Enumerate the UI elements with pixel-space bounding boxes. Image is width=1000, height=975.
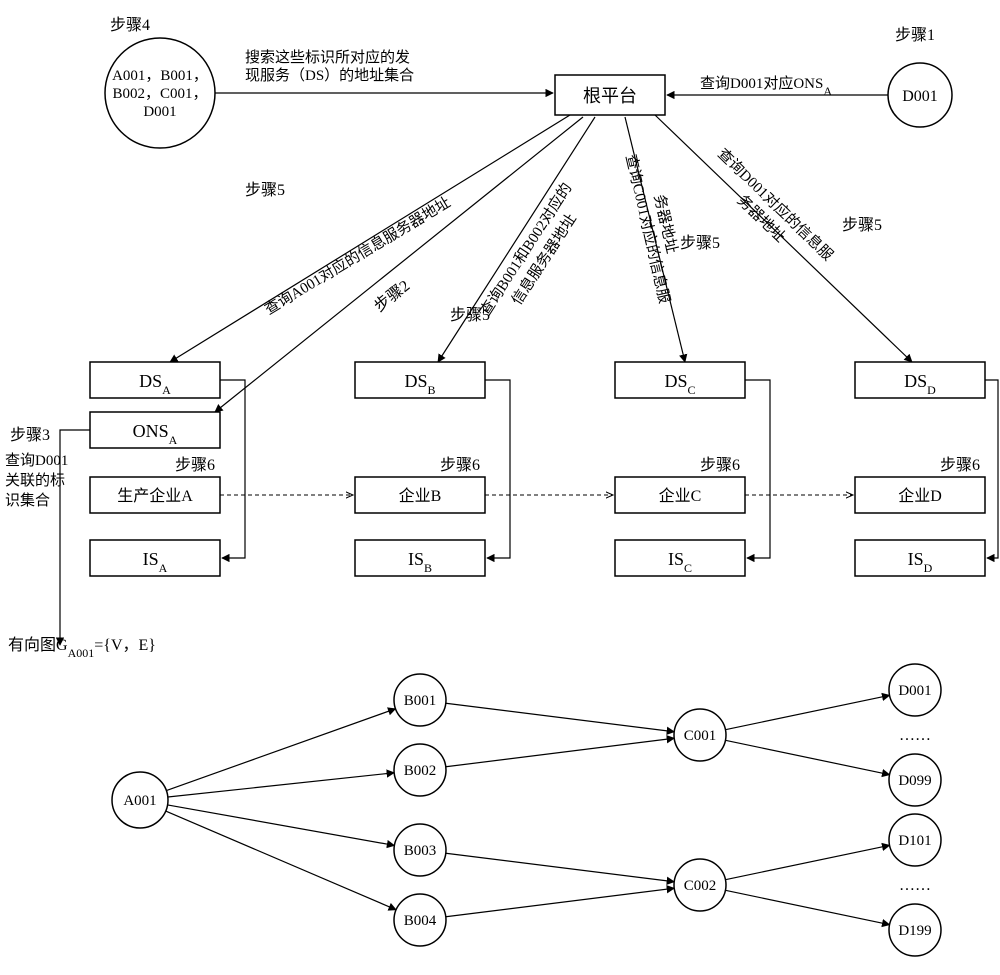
input-ids-line1: A001，B001， bbox=[112, 68, 208, 84]
step6-c: 步骤6 bbox=[700, 456, 740, 474]
step6-a: 步骤6 bbox=[175, 456, 215, 474]
ons-a: ONSA bbox=[90, 412, 220, 448]
step6-b: 步骤6 bbox=[440, 456, 480, 474]
step4-label: 步骤4 bbox=[110, 16, 150, 34]
step5-a: 步骤5 bbox=[245, 181, 285, 199]
root-platform-label: 根平台 bbox=[583, 86, 637, 106]
edge-root-dsa-text: 查询A001对应的信息服务器地址 bbox=[261, 193, 453, 318]
graph-edge-C002-D101 bbox=[725, 845, 889, 879]
step5-c: 步骤5 bbox=[680, 234, 720, 252]
graph-node-label-B003: B003 bbox=[404, 843, 437, 859]
step5-d: 步骤5 bbox=[842, 216, 882, 234]
graph-edge-A001-B002 bbox=[168, 773, 394, 797]
is-b: ISB bbox=[355, 540, 485, 576]
graph-edge-A001-B003 bbox=[168, 805, 395, 846]
edge-step4-text2: 现服务（DS）的地址集合 bbox=[245, 67, 414, 84]
step3-t3: 识集合 bbox=[5, 492, 50, 509]
is-a: ISA bbox=[90, 540, 220, 576]
graph-node-label-B002: B002 bbox=[404, 763, 437, 779]
edge-root-dsd-t1: 查询D001对应的信息服 bbox=[714, 145, 837, 264]
input-ids-line2: B002，C001， bbox=[112, 86, 207, 102]
is-c: ISC bbox=[615, 540, 745, 576]
graph-node-label-B001: B001 bbox=[404, 693, 437, 709]
ellipsis-1: …… bbox=[899, 727, 931, 744]
step3-label: 步骤3 bbox=[10, 426, 50, 444]
input-ids-line3: D001 bbox=[143, 104, 176, 120]
graph-node-label-D101: D101 bbox=[898, 833, 931, 849]
graph-node-label-C001: C001 bbox=[684, 728, 717, 744]
ds-is-c bbox=[745, 380, 770, 558]
svg-text:生产企业A: 生产企业A bbox=[117, 487, 193, 505]
graph-edge-C001-D099 bbox=[725, 740, 889, 774]
step5-b: 步骤5 bbox=[450, 306, 490, 324]
graph-nodes: A001 B001 B002 B003 B004 C001 C002 D001 D099 D101… bbox=[112, 664, 941, 956]
is-d: ISD bbox=[855, 540, 985, 576]
ds-d: DSD bbox=[855, 362, 985, 398]
ds-a: DSA bbox=[90, 362, 220, 398]
edge-root-dsa bbox=[170, 115, 570, 362]
svg-text:企业D: 企业D bbox=[898, 487, 942, 505]
ds-is-a bbox=[220, 380, 245, 558]
edge-root-dsb bbox=[438, 117, 595, 362]
ds-is-d bbox=[985, 380, 998, 558]
enterprise-d: 企业D bbox=[855, 477, 985, 513]
enterprise-b: 企业B bbox=[355, 477, 485, 513]
graph-node-label-D199: D199 bbox=[898, 923, 931, 939]
graph-edge-C001-D001 bbox=[725, 695, 889, 729]
graph-edge-B004-C002 bbox=[446, 888, 674, 917]
graph-edge-B001-C001 bbox=[446, 703, 674, 732]
graph-node-label-A001: A001 bbox=[123, 793, 156, 809]
d001-top-label: D001 bbox=[902, 88, 938, 105]
step3-t1: 查询D001 bbox=[5, 452, 68, 469]
step1-label: 步骤1 bbox=[895, 26, 935, 44]
ds-b: DSB bbox=[355, 362, 485, 398]
graph-edge-A001-B001 bbox=[166, 709, 395, 791]
enterprise-a: 生产企业A bbox=[90, 477, 220, 513]
ellipsis-2: …… bbox=[899, 877, 931, 894]
graph-node-label-C002: C002 bbox=[684, 878, 717, 894]
enterprise-c: 企业C bbox=[615, 477, 745, 513]
graph-node-label-D099: D099 bbox=[898, 773, 931, 789]
graph-edge-C002-D199 bbox=[725, 890, 889, 924]
graph-node-label-B004: B004 bbox=[404, 913, 437, 929]
graph-edges bbox=[166, 695, 890, 924]
ds-is-b bbox=[485, 380, 510, 558]
step6-d: 步骤6 bbox=[940, 456, 980, 474]
edge-step4-text1: 搜索这些标识所对应的发 bbox=[245, 48, 410, 66]
graph-edge-B002-C001 bbox=[446, 738, 674, 767]
step3-t2: 关联的标 bbox=[5, 472, 65, 489]
graph-node-label-D001: D001 bbox=[898, 683, 931, 699]
svg-text:企业B: 企业B bbox=[399, 487, 442, 505]
graph-title: 有向图GA001={V，E} bbox=[8, 636, 156, 660]
graph-edge-B003-C002 bbox=[446, 853, 674, 882]
ds-c: DSC bbox=[615, 362, 745, 398]
graph-edge-A001-B004 bbox=[166, 811, 396, 910]
svg-text:企业C: 企业C bbox=[659, 487, 702, 505]
